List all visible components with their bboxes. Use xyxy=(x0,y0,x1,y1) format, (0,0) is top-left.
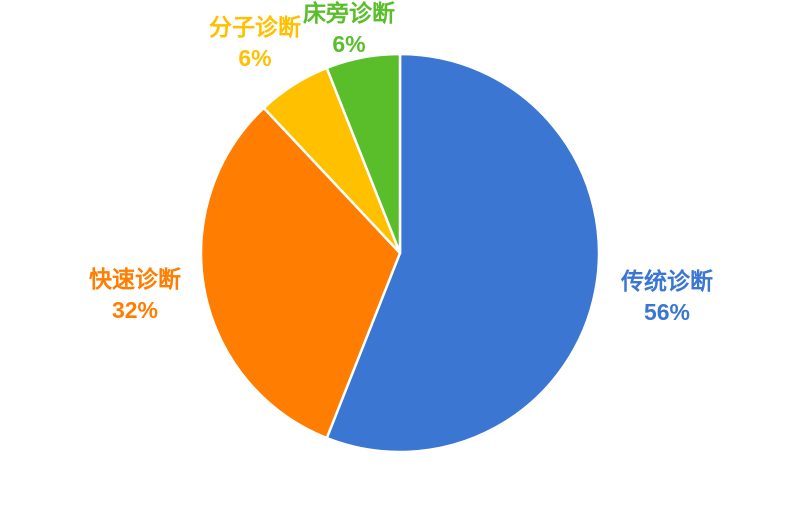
pie-slice-3 xyxy=(325,52,402,255)
slice-name: 传统诊断 xyxy=(621,268,713,294)
slice-name: 分子诊断 xyxy=(209,14,301,40)
pie-slice-1 xyxy=(199,106,402,440)
slice-label-point-of-care-diagnosis: 床旁诊断 6% xyxy=(264,0,434,60)
slice-percent: 6% xyxy=(238,45,272,71)
slice-label-traditional-diagnosis: 传统诊断 56% xyxy=(582,266,752,328)
pie-slice-0 xyxy=(325,52,601,454)
slice-name: 快速诊断 xyxy=(89,266,181,292)
slice-name: 床旁诊断 xyxy=(303,0,395,26)
pie-slices xyxy=(199,52,601,454)
slice-label-rapid-diagnosis: 快速诊断 32% xyxy=(50,264,220,326)
slice-percent: 56% xyxy=(643,299,691,325)
slice-percent: 32% xyxy=(111,297,159,323)
slice-percent: 6% xyxy=(332,31,366,57)
slice-label-molecular-diagnosis: 分子诊断 6% xyxy=(170,12,340,74)
